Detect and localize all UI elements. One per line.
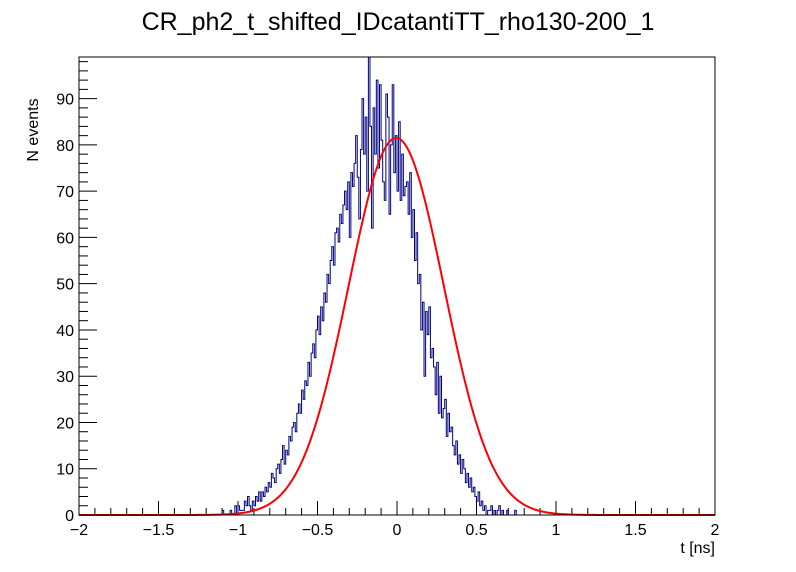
x-tick-labels: −2 −1.5 −1 −0.5 0 0.5 1 1.5 2	[70, 522, 720, 539]
y-axis-minor-ticks	[79, 61, 97, 516]
y-tick-label: 0	[65, 508, 74, 525]
x-tick-label: 0	[393, 522, 402, 539]
y-tick-label: 60	[56, 230, 74, 247]
x-tick-label: 1	[552, 522, 561, 539]
y-tick-label: 40	[56, 323, 74, 340]
y-tick-label: 80	[56, 138, 74, 155]
y-tick-labels: 0 10 20 30 40 50 60 70 80 90	[56, 92, 74, 525]
y-tick-label: 70	[56, 184, 74, 201]
x-tick-label: −1.5	[143, 522, 175, 539]
y-tick-label: 30	[56, 369, 74, 386]
x-tick-label: −0.5	[302, 522, 334, 539]
y-axis-label: N events	[25, 98, 42, 161]
x-tick-label: 1.5	[624, 522, 646, 539]
y-tick-label: 10	[56, 462, 74, 479]
x-tick-label: 0.5	[465, 522, 487, 539]
y-tick-label: 20	[56, 415, 74, 432]
x-tick-label: 2	[711, 522, 720, 539]
x-tick-label: −2	[70, 522, 88, 539]
chart-title: CR_ph2_t_shifted_IDcatantiTT_rho130-200_…	[142, 8, 655, 36]
y-tick-label: 90	[56, 92, 74, 109]
x-tick-label: −1	[229, 522, 247, 539]
y-tick-label: 50	[56, 277, 74, 294]
histogram-series	[79, 56, 715, 516]
plot-frame	[78, 56, 716, 516]
x-axis-label: t [ns]	[680, 540, 715, 557]
gaussian-fit-line	[79, 137, 715, 516]
x-axis-minor-ticks	[78, 501, 716, 515]
